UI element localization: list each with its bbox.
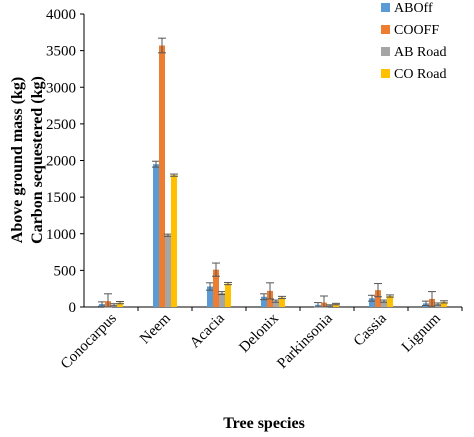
bar bbox=[153, 164, 159, 307]
x-category-label: Conocarpus bbox=[58, 310, 120, 372]
x-category-label: Delonix bbox=[236, 310, 282, 356]
legend-swatch bbox=[381, 3, 390, 12]
x-category-label: Cassia bbox=[351, 310, 390, 349]
y-tick-label: 2500 bbox=[46, 117, 76, 133]
x-category-label: Neem bbox=[137, 310, 174, 347]
legend-swatch bbox=[381, 25, 390, 34]
bar bbox=[159, 45, 165, 308]
bar bbox=[369, 298, 375, 307]
x-axis-title: Tree species bbox=[223, 415, 305, 432]
y-tick-label: 1000 bbox=[46, 227, 76, 243]
plot-area bbox=[83, 14, 463, 311]
bar bbox=[165, 235, 171, 307]
bar bbox=[213, 269, 219, 307]
bar bbox=[219, 293, 225, 307]
bar bbox=[333, 304, 339, 307]
y-tick-label: 2000 bbox=[46, 154, 76, 170]
legend-label: COOFF bbox=[394, 23, 439, 38]
bar bbox=[117, 302, 123, 307]
legend-swatch bbox=[381, 47, 390, 56]
y-tick-label: 3000 bbox=[46, 80, 76, 96]
bar bbox=[225, 283, 231, 307]
y-tick-label: 0 bbox=[69, 300, 77, 316]
bar bbox=[375, 290, 381, 307]
y-tick-label: 1500 bbox=[46, 190, 76, 206]
bar bbox=[279, 297, 285, 307]
y-axis-title-line1: Above ground mass (kg) bbox=[9, 77, 26, 243]
bar bbox=[261, 296, 267, 307]
x-category-label: Lignum bbox=[399, 310, 444, 355]
y-tick-label: 3500 bbox=[46, 44, 76, 60]
bar bbox=[441, 301, 447, 307]
bar bbox=[387, 296, 393, 307]
legend-label: CO Road bbox=[394, 67, 447, 82]
x-category-label: Parkinsonia bbox=[274, 310, 336, 372]
legend-swatch bbox=[381, 69, 390, 78]
y-axis-ticks: 0 500 1000 1500 2000 2500 3000 3500 4000 bbox=[46, 7, 84, 316]
bar bbox=[171, 175, 177, 307]
bar bbox=[207, 286, 213, 307]
bar bbox=[273, 301, 279, 307]
bar bbox=[381, 301, 387, 307]
legend: ABOff COOFF AB Road CO Road bbox=[381, 1, 447, 82]
x-category-label: Acacia bbox=[187, 310, 228, 351]
y-axis-title-line2: Carbon sequestered (kg) bbox=[29, 76, 46, 244]
y-tick-label: 4000 bbox=[46, 7, 76, 23]
legend-label: AB Road bbox=[394, 45, 447, 60]
legend-label: ABOff bbox=[394, 1, 433, 16]
y-tick-label: 500 bbox=[54, 263, 77, 279]
